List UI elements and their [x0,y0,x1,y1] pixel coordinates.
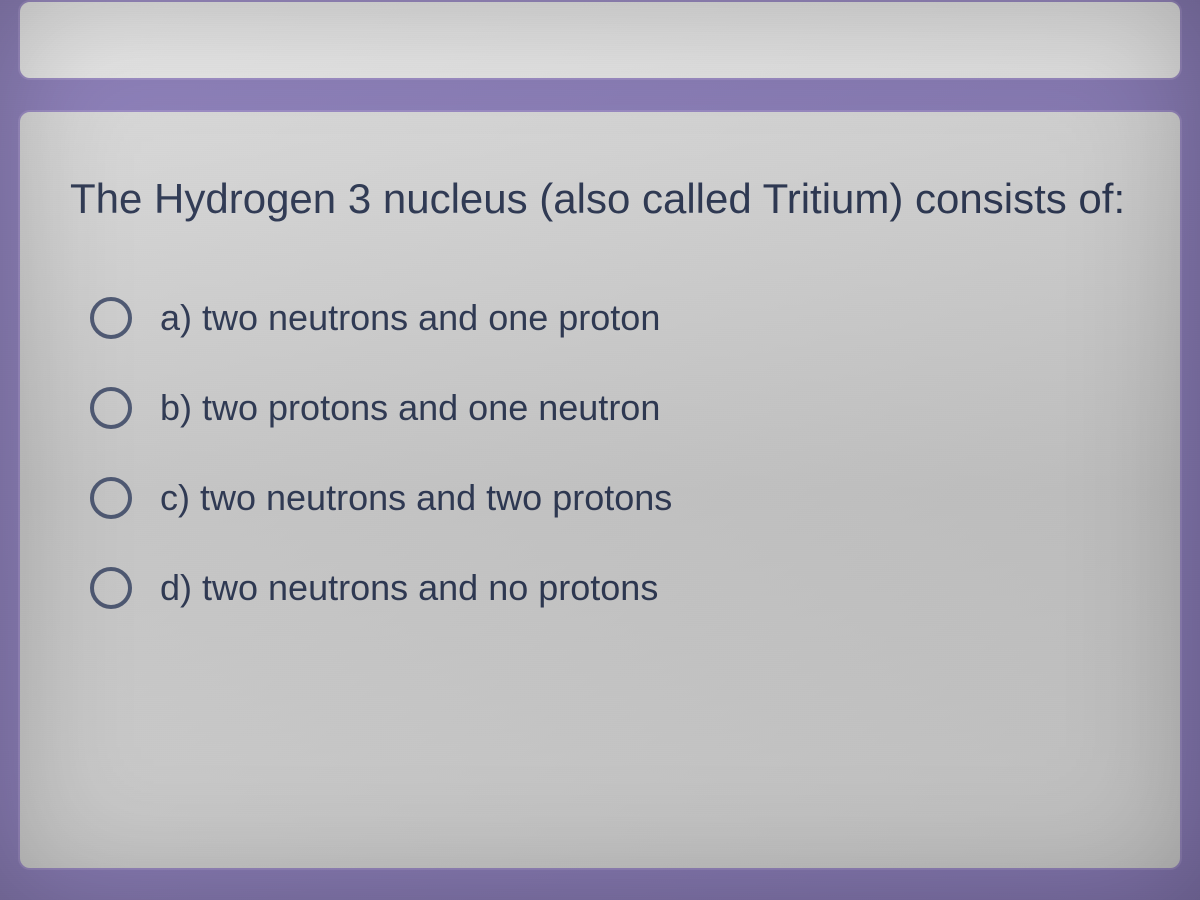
option-d[interactable]: d) two neutrons and no protons [90,567,1130,609]
option-c[interactable]: c) two neutrons and two protons [90,477,1130,519]
radio-icon [90,297,132,339]
radio-icon [90,567,132,609]
radio-icon [90,477,132,519]
radio-icon [90,387,132,429]
option-label: c) two neutrons and two protons [160,477,672,519]
previous-card-edge [18,0,1182,80]
option-label: d) two neutrons and no protons [160,567,658,609]
options-group: a) two neutrons and one proton b) two pr… [70,297,1130,609]
question-text: The Hydrogen 3 nucleus (also called Trit… [70,172,1130,227]
question-card: The Hydrogen 3 nucleus (also called Trit… [18,110,1182,870]
card-gap [0,80,1200,110]
option-b[interactable]: b) two protons and one neutron [90,387,1130,429]
option-label: a) two neutrons and one proton [160,297,660,339]
option-a[interactable]: a) two neutrons and one proton [90,297,1130,339]
option-label: b) two protons and one neutron [160,387,660,429]
